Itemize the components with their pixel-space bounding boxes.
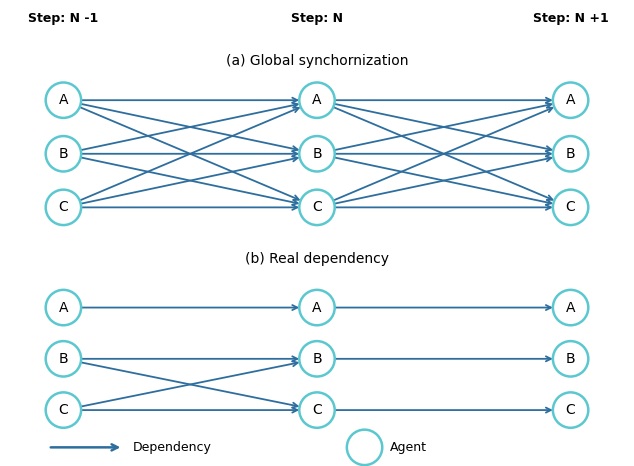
Text: B: B — [312, 147, 322, 161]
Text: Agent: Agent — [390, 441, 427, 454]
Ellipse shape — [46, 190, 81, 225]
Text: A: A — [59, 93, 68, 107]
Ellipse shape — [553, 82, 588, 118]
Text: Dependency: Dependency — [133, 441, 212, 454]
Ellipse shape — [347, 430, 382, 465]
Text: C: C — [312, 200, 322, 214]
Ellipse shape — [46, 136, 81, 171]
Ellipse shape — [553, 190, 588, 225]
Text: B: B — [312, 352, 322, 366]
Text: Step: N: Step: N — [291, 12, 343, 25]
Ellipse shape — [46, 82, 81, 118]
Ellipse shape — [553, 341, 588, 377]
Text: A: A — [313, 301, 321, 315]
Ellipse shape — [299, 82, 335, 118]
Ellipse shape — [299, 190, 335, 225]
Text: Step: N -1: Step: N -1 — [29, 12, 98, 25]
Ellipse shape — [46, 290, 81, 325]
Ellipse shape — [553, 392, 588, 428]
Ellipse shape — [299, 136, 335, 171]
Text: C: C — [58, 403, 68, 417]
Ellipse shape — [553, 136, 588, 171]
Text: B: B — [58, 147, 68, 161]
Ellipse shape — [299, 341, 335, 377]
Ellipse shape — [553, 290, 588, 325]
Text: C: C — [312, 403, 322, 417]
Text: C: C — [566, 200, 576, 214]
Text: A: A — [566, 93, 575, 107]
Text: (b) Real dependency: (b) Real dependency — [245, 252, 389, 266]
Ellipse shape — [46, 392, 81, 428]
Text: A: A — [566, 301, 575, 315]
Text: C: C — [58, 200, 68, 214]
Text: B: B — [566, 147, 576, 161]
Text: (a) Global synchornization: (a) Global synchornization — [226, 54, 408, 68]
Text: A: A — [59, 301, 68, 315]
Text: C: C — [566, 403, 576, 417]
Text: Step: N +1: Step: N +1 — [533, 12, 609, 25]
Ellipse shape — [299, 392, 335, 428]
Text: B: B — [58, 352, 68, 366]
Text: B: B — [566, 352, 576, 366]
Ellipse shape — [299, 290, 335, 325]
Ellipse shape — [46, 341, 81, 377]
Text: A: A — [313, 93, 321, 107]
